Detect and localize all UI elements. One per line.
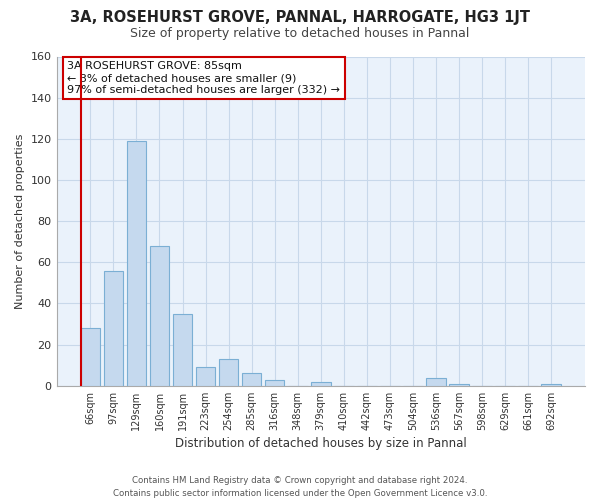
Bar [104, 270, 123, 386]
Text: Size of property relative to detached houses in Pannal: Size of property relative to detached ho… [130, 28, 470, 40]
Y-axis label: Number of detached properties: Number of detached properties [15, 134, 25, 309]
Text: 3A ROSEHURST GROVE: 85sqm
← 3% of detached houses are smaller (9)
97% of semi-de: 3A ROSEHURST GROVE: 85sqm ← 3% of detach… [67, 62, 340, 94]
Bar [80, 328, 100, 386]
Bar [449, 384, 469, 386]
Bar [426, 378, 446, 386]
Bar [173, 314, 193, 386]
Bar [219, 359, 238, 386]
Text: 3A, ROSEHURST GROVE, PANNAL, HARROGATE, HG3 1JT: 3A, ROSEHURST GROVE, PANNAL, HARROGATE, … [70, 10, 530, 25]
Bar [242, 374, 262, 386]
Bar [311, 382, 331, 386]
X-axis label: Distribution of detached houses by size in Pannal: Distribution of detached houses by size … [175, 437, 467, 450]
Bar [149, 246, 169, 386]
Bar [196, 368, 215, 386]
Bar [265, 380, 284, 386]
Text: Contains HM Land Registry data © Crown copyright and database right 2024.
Contai: Contains HM Land Registry data © Crown c… [113, 476, 487, 498]
Bar [127, 141, 146, 386]
Bar [541, 384, 561, 386]
